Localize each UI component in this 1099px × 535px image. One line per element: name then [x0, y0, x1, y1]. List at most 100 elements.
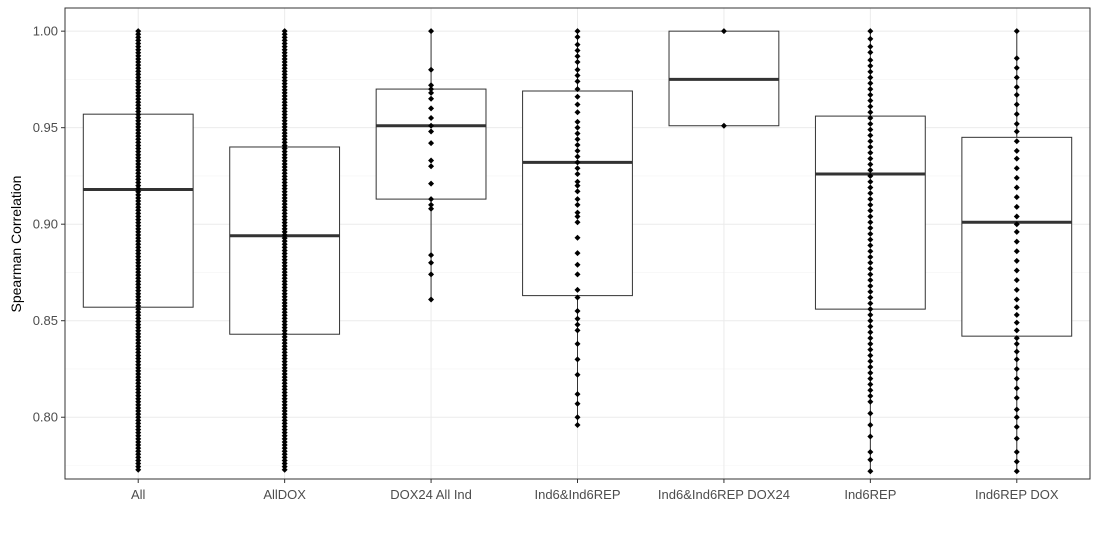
data-point-0-102	[135, 343, 142, 350]
data-point-1-103	[281, 346, 288, 353]
data-point-3-29	[574, 213, 581, 220]
data-point-1-6	[281, 46, 288, 53]
data-point-5-59	[867, 375, 874, 382]
data-point-1-34	[281, 133, 288, 140]
data-point-0-75	[135, 259, 142, 266]
data-point-3-7	[574, 72, 581, 79]
data-point-6-35	[1013, 356, 1020, 363]
data-point-0-74	[135, 256, 142, 263]
data-point-5-67	[867, 448, 874, 455]
data-point-5-6	[867, 68, 874, 75]
data-point-3-8	[574, 78, 581, 85]
data-point-1-27	[281, 111, 288, 118]
data-point-5-48	[867, 311, 874, 318]
data-point-3-11	[574, 101, 581, 108]
data-point-0-41	[135, 154, 142, 161]
data-point-1-23	[281, 99, 288, 106]
data-point-0-42	[135, 157, 142, 164]
data-point-3-18	[574, 147, 581, 154]
data-point-5-2	[867, 43, 874, 50]
data-point-5-42	[867, 277, 874, 284]
data-point-1-127	[281, 420, 288, 427]
data-point-6-15	[1013, 184, 1020, 191]
data-point-3-5	[574, 59, 581, 66]
data-point-6-0	[1013, 28, 1020, 35]
data-point-5-1	[867, 35, 874, 42]
data-point-1-0	[281, 28, 288, 35]
data-point-6-22	[1013, 248, 1020, 255]
data-point-1-83	[281, 284, 288, 291]
data-point-5-62	[867, 392, 874, 399]
data-point-0-138	[135, 454, 142, 461]
data-point-4-1	[720, 122, 727, 129]
data-point-5-44	[867, 288, 874, 295]
data-point-1-22	[281, 96, 288, 103]
data-point-5-23	[867, 167, 874, 174]
data-point-1-9	[281, 55, 288, 62]
data-point-5-65	[867, 421, 874, 428]
data-point-0-36	[135, 139, 142, 146]
data-point-6-43	[1013, 435, 1020, 442]
data-point-1-121	[281, 401, 288, 408]
data-point-5-14	[867, 115, 874, 122]
data-point-6-18	[1013, 213, 1020, 220]
data-point-1-56	[281, 201, 288, 208]
data-point-0-38	[135, 145, 142, 152]
data-point-5-22	[867, 161, 874, 168]
data-point-1-108	[281, 361, 288, 368]
data-point-2-3	[428, 86, 435, 93]
data-point-6-16	[1013, 194, 1020, 201]
data-point-1-2	[281, 34, 288, 41]
data-point-1-64	[281, 225, 288, 232]
data-point-5-29	[867, 201, 874, 208]
data-point-5-3	[867, 49, 874, 56]
data-point-5-20	[867, 149, 874, 156]
data-point-1-25	[281, 105, 288, 112]
data-point-1-104	[281, 349, 288, 356]
data-point-1-137	[281, 451, 288, 458]
data-point-6-9	[1013, 128, 1020, 135]
data-point-0-22	[135, 96, 142, 103]
data-point-0-130	[135, 429, 142, 436]
y-tick-label-3: 0.95	[33, 120, 58, 135]
data-point-2-0	[428, 28, 435, 35]
data-point-1-38	[281, 145, 288, 152]
data-point-1-18	[281, 83, 288, 90]
data-point-0-81	[135, 278, 142, 285]
data-point-1-97	[281, 327, 288, 334]
data-point-0-18	[135, 83, 142, 90]
data-point-5-51	[867, 329, 874, 336]
data-point-6-3	[1013, 74, 1020, 81]
data-point-1-134	[281, 442, 288, 449]
data-point-0-123	[135, 408, 142, 415]
data-point-0-137	[135, 451, 142, 458]
data-point-0-20	[135, 89, 142, 96]
data-point-1-116	[281, 386, 288, 393]
data-point-0-97	[135, 327, 142, 334]
data-point-1-112	[281, 374, 288, 381]
data-point-5-35	[867, 236, 874, 243]
data-point-1-96	[281, 324, 288, 331]
data-point-5-63	[867, 398, 874, 405]
data-point-0-120	[135, 398, 142, 405]
data-point-1-122	[281, 404, 288, 411]
data-point-6-36	[1013, 365, 1020, 372]
data-point-5-37	[867, 248, 874, 255]
data-point-1-139	[281, 457, 288, 464]
data-point-0-12	[135, 65, 142, 72]
data-point-0-139	[135, 457, 142, 464]
box-group-0	[82, 28, 194, 473]
x-tick-label-3: Ind6&Ind6REP	[534, 487, 620, 502]
data-point-3-23	[574, 178, 581, 185]
data-point-0-8	[135, 52, 142, 59]
data-point-3-28	[574, 209, 581, 216]
data-point-0-134	[135, 442, 142, 449]
data-point-0-116	[135, 386, 142, 393]
data-point-1-115	[281, 383, 288, 390]
data-point-0-113	[135, 377, 142, 384]
data-point-5-54	[867, 346, 874, 353]
data-point-1-35	[281, 136, 288, 143]
data-point-0-76	[135, 262, 142, 269]
data-point-1-61	[281, 216, 288, 223]
